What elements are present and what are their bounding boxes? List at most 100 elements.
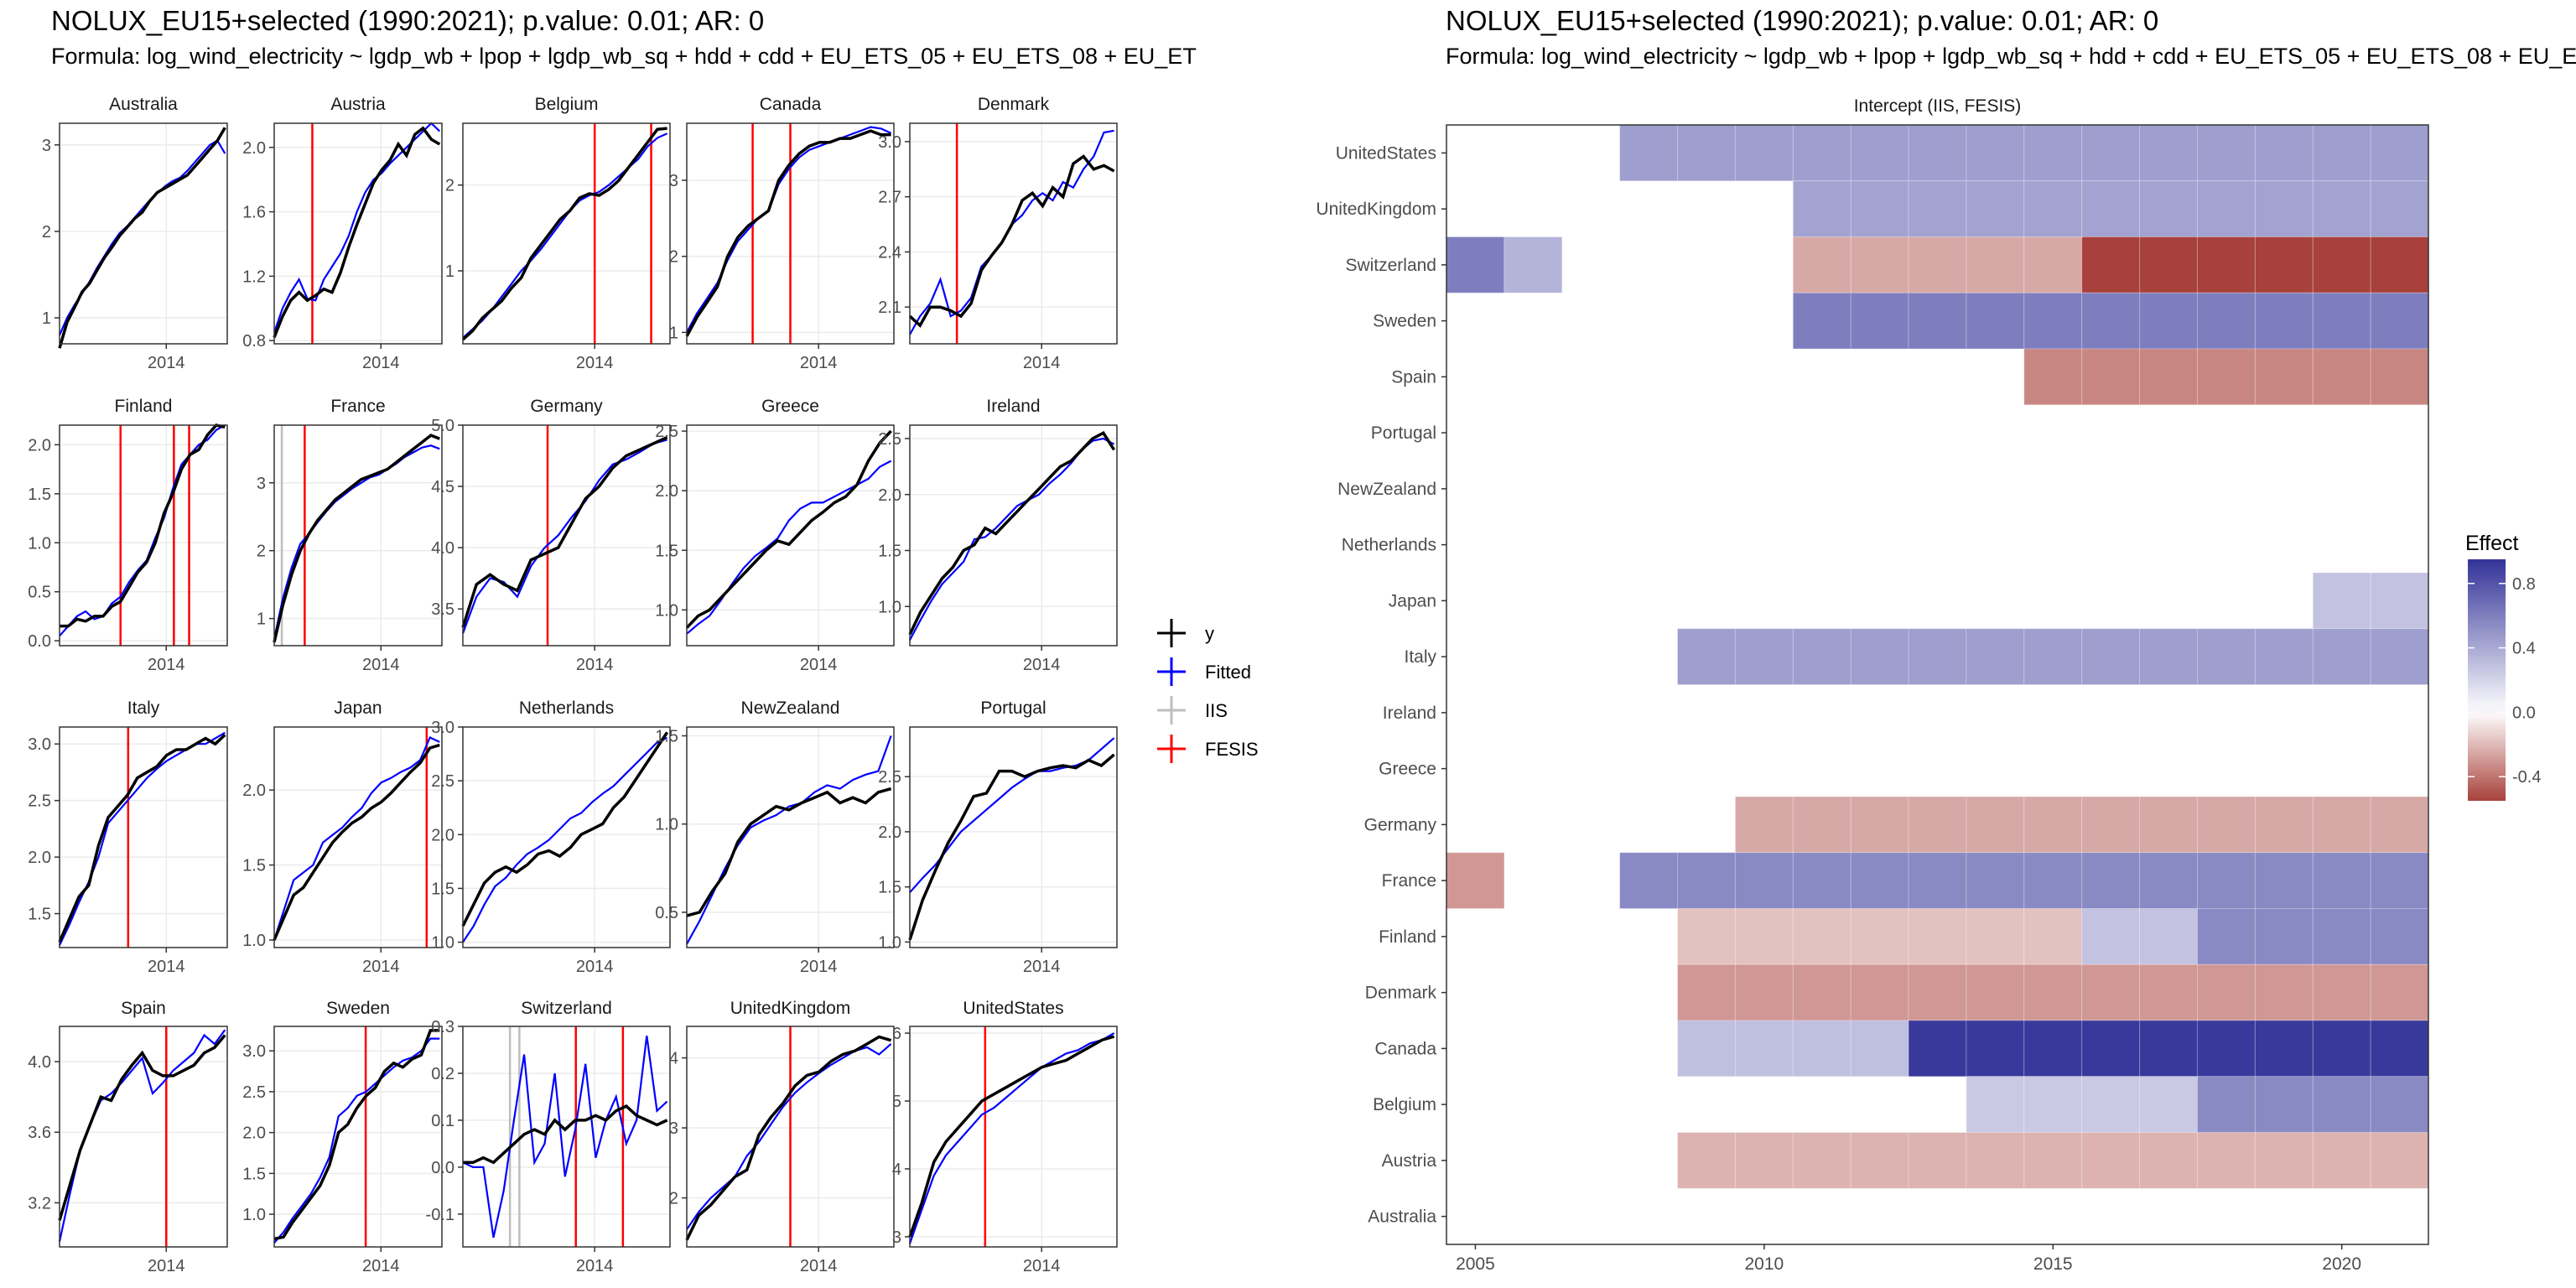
heatmap-cell	[2139, 908, 2198, 965]
heatmap-cell	[1966, 292, 2025, 350]
x-tick-label: 2014	[800, 958, 838, 976]
y-tick-label: 1.5	[431, 880, 454, 898]
y-tick-label: 1.0	[878, 598, 901, 616]
legend-item-fesis: FESIS	[1157, 735, 1259, 763]
heatmap-row-ireland: Ireland	[1383, 704, 1446, 723]
heatmap-row-sweden: Sweden	[1373, 292, 2429, 350]
heatmap-cell	[1908, 1132, 1967, 1189]
heatmap-border	[1446, 124, 2429, 1245]
heatmap-cell	[2196, 963, 2256, 1021]
facet-strip-label: UnitedKingdom	[730, 999, 851, 1018]
heatmap-row-label: Sweden	[1373, 312, 1436, 331]
heatmap-cell	[1792, 236, 1852, 293]
heatmap-cell	[2196, 236, 2256, 293]
y-tick-label: 5.0	[431, 417, 454, 435]
facet-strip-label: NewZealand	[741, 699, 840, 718]
fitted-series-line	[686, 1043, 892, 1230]
heatmap-row-unitedkingdom: UnitedKingdom	[1316, 180, 2429, 237]
heatmap-row-label: UnitedKingdom	[1316, 200, 1436, 219]
heatmap-title: Intercept (IIS, FESIS)	[1854, 96, 2022, 116]
heatmap-cell	[1850, 628, 1909, 685]
heatmap-cell	[2081, 908, 2141, 965]
heatmap-cell	[1850, 796, 1909, 854]
facet-panel-italy: Italy 1.5 2.0 2.5 3.0 2014	[28, 699, 228, 976]
x-tick-label: 2014	[800, 656, 838, 674]
heatmap-row-newzealand: NewZealand	[1337, 480, 1446, 499]
y-tick-label: 2	[669, 1190, 678, 1208]
y-series-line	[273, 1029, 440, 1241]
panel-border	[273, 424, 443, 647]
colorbar-tick-label: -0.4	[2512, 768, 2541, 787]
y-tick-label: -0.1	[426, 1206, 454, 1224]
y-tick-label: 2	[669, 248, 678, 267]
heatmap-cell	[1792, 963, 1852, 1021]
y-tick-label: 0.1	[431, 1112, 454, 1130]
heatmap-cell	[2139, 628, 2198, 685]
y-tick-label: 1.6	[242, 204, 266, 222]
x-tick-label: 2014	[576, 354, 614, 372]
y-tick-label: 4	[892, 1161, 901, 1179]
x-tick-label: 2014	[1023, 1257, 1061, 1275]
facet-panel-newzealand: NewZealand 0.5 1.0 1.5 2014	[655, 699, 895, 976]
fitted-series-line	[462, 736, 668, 943]
facet-strip-label: Canada	[760, 95, 822, 114]
facet-panel-austria: Austria 0.8 1.2 1.6 2.0 2014	[242, 95, 443, 372]
left-subtitle: Formula: log_wind_electricity ~ lgdp_wb …	[51, 44, 1197, 69]
heatmap-cell	[2023, 628, 2083, 685]
heatmap-cell	[2081, 963, 2141, 1021]
facet-strip-label: Italy	[127, 699, 160, 718]
heatmap-cell	[1792, 1020, 1852, 1078]
heatmap-row-label: Portugal	[1371, 423, 1436, 443]
legend-label: y	[1205, 623, 1214, 644]
legend-label: IIS	[1205, 700, 1228, 721]
facet-panel-canada: Canada 1 2 3 2014	[669, 95, 895, 372]
panel-border	[59, 424, 228, 647]
heatmap-row-label: Ireland	[1383, 704, 1436, 723]
heatmap-cell	[1504, 236, 1563, 293]
y-tick-label: 2.4	[878, 243, 901, 262]
panel-border	[273, 1026, 443, 1248]
intercept-heatmap: Intercept (IIS, FESIS) UnitedStates United…	[1316, 96, 2541, 1274]
y-series-line	[461, 127, 667, 341]
legend-item-fitted: Fitted	[1157, 657, 1251, 686]
heatmap-cell	[2370, 348, 2429, 406]
heatmap-cell	[2196, 292, 2256, 350]
y-tick-label: 2.0	[28, 436, 51, 454]
y-series-line	[461, 436, 668, 628]
heatmap-cell	[2081, 796, 2141, 854]
heatmap-cell	[1792, 1132, 1852, 1189]
panel-border	[686, 726, 895, 948]
heatmap-cell	[2023, 908, 2083, 965]
fitted-series-line	[686, 126, 892, 333]
y-tick-label: 0.3	[431, 1018, 454, 1036]
heatmap-cell	[1850, 1020, 1909, 1078]
heatmap-cell	[2139, 852, 2198, 909]
x-tick-label: 2014	[362, 656, 400, 674]
y-tick-label: 0.8	[242, 332, 266, 351]
y-tick-label: 1.0	[655, 601, 678, 620]
heatmap-cell	[1734, 852, 1794, 909]
y-tick-label: 2.1	[878, 299, 901, 317]
y-series-line	[461, 731, 669, 927]
heatmap-cell	[2139, 292, 2198, 350]
heatmap-cell	[2196, 628, 2256, 685]
facet-strip-label: Australia	[109, 95, 178, 114]
facet-strip-label: Finland	[115, 397, 173, 416]
legend-item-iis: IIS	[1157, 696, 1228, 724]
heatmap-cell	[1966, 1132, 2025, 1189]
y-tick-label: 2.5	[431, 772, 454, 791]
heatmap-row-spain: Spain	[1391, 348, 2429, 406]
y-tick-label: 2	[445, 177, 454, 195]
heatmap-row-label: Japan	[1389, 591, 1436, 610]
facet-panel-unitedstates: UnitedStates 3 4 5 6 2014	[892, 999, 1118, 1275]
heatmap-cell	[2196, 1020, 2256, 1078]
y-tick-label: 1.5	[655, 728, 678, 746]
heatmap-cell	[1850, 908, 1909, 965]
heatmap-cell	[2023, 1076, 2083, 1133]
y-tick-label: 3.0	[878, 133, 901, 152]
heatmap-cell	[1850, 124, 1909, 182]
heatmap-cell	[1850, 852, 1909, 909]
y-tick-label: 1.5	[878, 879, 901, 897]
heatmap-cell	[2081, 236, 2141, 293]
